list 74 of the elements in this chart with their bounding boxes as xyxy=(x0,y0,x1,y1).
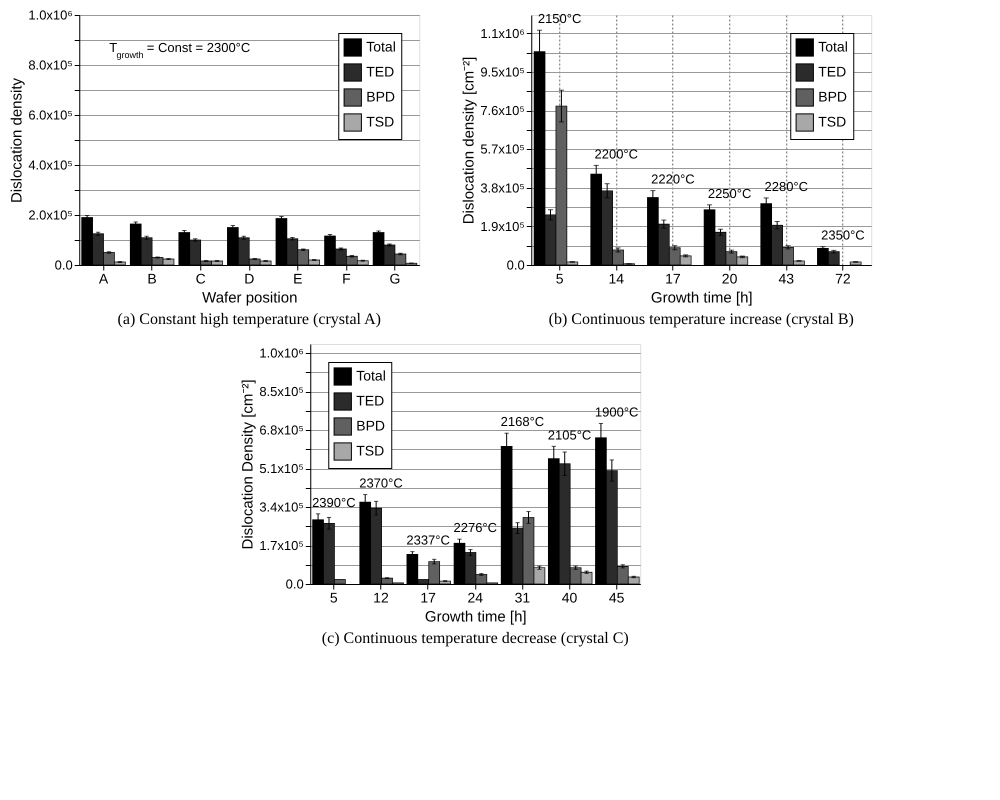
annotation: 2150°C xyxy=(538,11,582,26)
x-tick-label: 43 xyxy=(778,270,794,286)
x-tick-label: 17 xyxy=(420,590,436,606)
y-tick-label: 6.0x10⁵ xyxy=(28,108,73,122)
x-tick-label: D xyxy=(244,270,254,286)
legend-label: BPD xyxy=(366,88,396,104)
y-tick-label: 1.0x10⁶ xyxy=(28,8,73,22)
y-tick-label: 6.8x10⁵ xyxy=(259,422,304,438)
y-axis-title: Dislocation Density [cm⁻²] xyxy=(239,379,256,550)
x-tick-label: 12 xyxy=(373,590,389,606)
legend-label: Total xyxy=(366,38,396,54)
annotation: 2276°C xyxy=(453,520,498,536)
y-tick-label: 8.0x10⁵ xyxy=(28,58,73,72)
y-tick-label: 3.8x10⁵ xyxy=(480,180,525,196)
annotation: 2250°C xyxy=(708,186,752,201)
legend-label: TSD xyxy=(366,114,394,130)
x-tick-label: B xyxy=(147,270,157,286)
text: (b) Continuous temperature increase (crystal B) xyxy=(548,311,854,328)
x-tick-label: F xyxy=(342,270,351,286)
x-tick-label: E xyxy=(293,270,302,286)
y-tick-label: 7.6x10⁵ xyxy=(480,103,525,118)
annotation: 2280°C xyxy=(764,178,808,194)
y-axis-title: Dislocation density xyxy=(8,77,26,204)
x-axis-title: Growth time [h] xyxy=(650,290,753,306)
annotation: 2200°C xyxy=(594,146,638,162)
y-tick-label: 2.0x10⁵ xyxy=(28,208,73,222)
x-axis-title: Growth time [h] xyxy=(424,608,527,626)
legend-label: TSD xyxy=(356,442,384,458)
annotation: 2370°C xyxy=(359,476,403,491)
y-tick-label: 0.0 xyxy=(54,258,73,272)
legend-label: BPD xyxy=(356,418,386,434)
y-tick-label: 1.9x10⁵ xyxy=(480,218,525,234)
annotation: 2390°C xyxy=(312,494,356,510)
x-tick-label: 24 xyxy=(467,590,484,606)
y-tick-label: 4.0x10⁵ xyxy=(28,158,73,172)
text: (c) Continuous temperature decrease (crystal C) xyxy=(322,630,629,647)
y-tick-label: 5.7x10⁵ xyxy=(480,142,525,157)
x-tick-label: 17 xyxy=(665,270,681,286)
annotation: 2350°C xyxy=(821,228,865,243)
legend-label: Total xyxy=(356,368,386,384)
y-tick-label: 3.4x10⁵ xyxy=(259,500,304,515)
legend-label: TED xyxy=(356,392,384,408)
y-tick-label: 0.0 xyxy=(286,576,304,592)
y-axis-title: Dislocation density [cm⁻²] xyxy=(460,56,478,224)
x-tick-label: A xyxy=(98,270,109,286)
annotation: 2337°C xyxy=(406,532,450,548)
annotation: 1900°C xyxy=(594,404,638,420)
y-tick-label: 1.7x10⁵ xyxy=(259,538,304,554)
x-tick-label: 31 xyxy=(514,590,530,606)
legend-label: TED xyxy=(366,64,394,80)
text: (a) Constant high temperature (crystal A) xyxy=(118,311,381,328)
legend-label: Total xyxy=(818,38,848,54)
annotation: 2168°C xyxy=(500,414,544,430)
annotation: 2105°C xyxy=(548,427,592,442)
x-tick-label: 72 xyxy=(835,270,851,286)
y-tick-label: 5.1x10⁵ xyxy=(259,461,304,476)
legend-label: TED xyxy=(818,64,846,80)
x-tick-label: G xyxy=(390,270,400,286)
legend-label: TSD xyxy=(818,114,846,130)
x-tick-label: 20 xyxy=(722,270,738,286)
legend-label: BPD xyxy=(818,88,848,104)
x-tick-label: 5 xyxy=(330,590,338,606)
y-tick-label: 0.0 xyxy=(506,258,525,272)
x-tick-label: C xyxy=(196,270,206,286)
y-tick-label: 1.1x10⁶ xyxy=(480,26,525,41)
y-tick-label: 9.5x10⁵ xyxy=(480,64,525,80)
x-tick-label: 14 xyxy=(608,270,624,286)
x-tick-label: 40 xyxy=(562,590,578,606)
annotation: 2220°C xyxy=(651,172,695,187)
y-tick-label: 8.5x10⁵ xyxy=(259,384,304,400)
x-tick-label: 45 xyxy=(608,590,625,606)
x-tick-label: 5 xyxy=(556,270,564,286)
y-tick-label: 1.0x10⁶ xyxy=(259,346,304,361)
x-axis-title: Wafer position xyxy=(202,290,298,306)
